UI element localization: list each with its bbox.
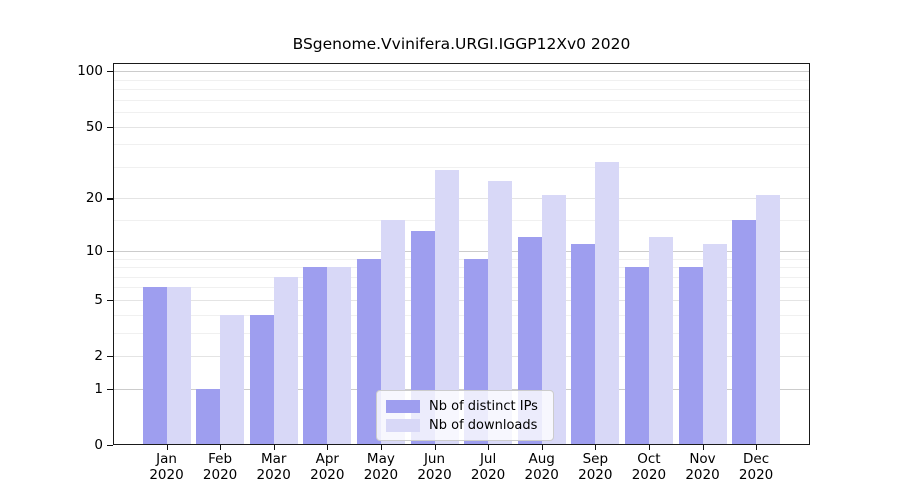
x-tick-label-oct: Oct 2020 xyxy=(631,451,667,483)
x-tick-aug xyxy=(541,445,543,450)
grid-minor-line-70 xyxy=(114,99,809,101)
y-tick-50 xyxy=(107,126,113,128)
grid-minor-line-15 xyxy=(114,220,809,222)
grid-line-50 xyxy=(114,126,809,128)
x-tick-may xyxy=(380,445,383,450)
legend-swatch-distinct-ips xyxy=(386,400,420,413)
x-tick-label-jun: Jun 2020 xyxy=(417,451,452,483)
bar-downloads-oct xyxy=(648,237,673,445)
grid-line-20 xyxy=(114,198,809,200)
grid-minor-line-80 xyxy=(114,89,809,90)
chart-title: BSgenome.Vvinifera.URGI.IGGP12Xv0 2020 xyxy=(292,35,631,53)
grid-line-1 xyxy=(114,388,809,390)
y-tick-100 xyxy=(107,71,113,73)
bar-distinct-ips-nov xyxy=(678,267,703,445)
y-tick-label-10: 10 xyxy=(85,242,103,259)
y-tick-10 xyxy=(107,250,113,252)
y-tick-label-0: 0 xyxy=(94,437,103,453)
x-tick-label-feb: Feb 2020 xyxy=(202,451,238,483)
grid-minor-line-4 xyxy=(114,314,809,316)
y-tick-label-5: 5 xyxy=(94,291,103,308)
bar-distinct-ips-dec xyxy=(732,220,757,445)
bar-downloads-nov xyxy=(702,243,727,445)
grid-minor-line-30 xyxy=(114,166,809,168)
grid-minor-line-90 xyxy=(114,79,809,81)
x-tick-label-aug: Aug 2020 xyxy=(524,451,559,483)
grid-minor-line-9 xyxy=(114,258,809,260)
bar-distinct-ips-oct xyxy=(624,267,649,445)
x-tick-label-dec: Dec 2020 xyxy=(738,451,774,483)
legend-item-downloads: Nb of downloads xyxy=(386,418,543,433)
grid-line-100 xyxy=(114,71,809,73)
grid-minor-line-6 xyxy=(114,287,809,289)
grid-minor-line-3 xyxy=(114,332,809,334)
x-tick-dec xyxy=(756,445,758,450)
x-tick-label-nov: Nov 2020 xyxy=(685,451,720,483)
bar-downloads-feb xyxy=(220,314,245,445)
x-tick-label-jul: Jul 2020 xyxy=(470,451,506,483)
x-tick-label-sep: Sep 2020 xyxy=(578,451,613,483)
x-tick-label-mar: Mar 2020 xyxy=(256,451,291,483)
bar-downloads-mar xyxy=(273,276,298,445)
y-tick-5 xyxy=(107,299,113,302)
y-tick-label-100: 100 xyxy=(77,63,103,80)
bar-downloads-apr xyxy=(327,267,352,445)
legend-label-distinct-ips: Nb of distinct IPs xyxy=(429,399,538,414)
grid-line-5 xyxy=(114,299,809,301)
x-tick-oct xyxy=(648,445,651,450)
bar-distinct-ips-sep xyxy=(571,243,596,445)
bar-distinct-ips-jan xyxy=(142,287,167,445)
y-tick-0 xyxy=(107,445,113,447)
grid-line-2 xyxy=(114,356,809,357)
bar-downloads-dec xyxy=(756,194,781,445)
grid-line-10 xyxy=(114,250,809,252)
x-tick-mar xyxy=(273,445,275,450)
legend-item-distinct-ips: Nb of distinct IPs xyxy=(386,399,543,414)
y-tick-label-50: 50 xyxy=(85,118,103,135)
grid-minor-line-40 xyxy=(114,144,809,146)
x-tick-nov xyxy=(702,445,704,450)
grid-minor-line-8 xyxy=(114,267,809,268)
y-tick-label-20: 20 xyxy=(85,190,103,207)
grid-minor-line-7 xyxy=(114,276,809,278)
bar-distinct-ips-mar xyxy=(249,314,274,445)
legend-label-downloads: Nb of downloads xyxy=(429,418,538,433)
y-tick-label-2: 2 xyxy=(94,348,103,364)
x-tick-label-jan: Jan 2020 xyxy=(149,451,184,483)
y-tick-label-1: 1 xyxy=(94,380,103,397)
x-tick-jul xyxy=(488,445,490,450)
x-tick-jan xyxy=(166,445,168,450)
x-tick-label-apr: Apr 2020 xyxy=(310,451,345,483)
y-tick-2 xyxy=(107,356,113,358)
x-tick-feb xyxy=(220,445,222,450)
x-tick-jun xyxy=(434,445,436,450)
legend-swatch-downloads xyxy=(386,419,420,432)
legend: Nb of distinct IPs Nb of downloads xyxy=(376,390,554,441)
bar-distinct-ips-feb xyxy=(196,388,221,445)
bar-downloads-jan xyxy=(166,287,191,445)
grid-minor-line-60 xyxy=(114,112,809,113)
bar-distinct-ips-apr xyxy=(303,267,328,445)
y-tick-20 xyxy=(107,198,113,200)
x-tick-apr xyxy=(327,445,329,450)
y-tick-1 xyxy=(107,388,113,391)
x-tick-sep xyxy=(595,445,597,450)
bar-downloads-sep xyxy=(595,161,620,445)
x-tick-label-may: May 2020 xyxy=(363,451,399,483)
